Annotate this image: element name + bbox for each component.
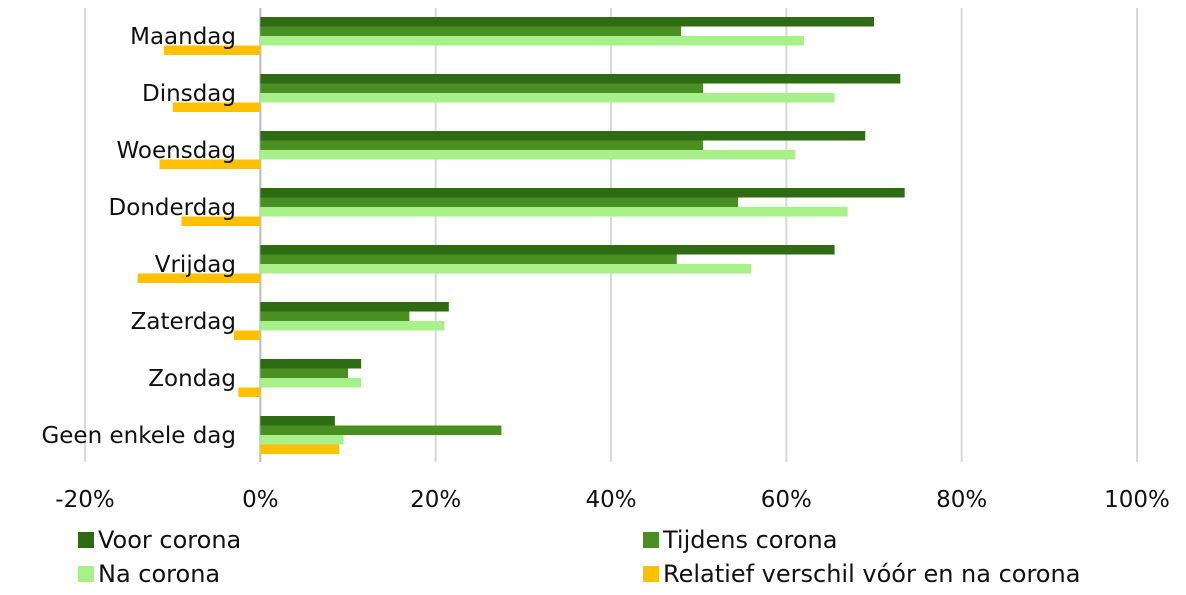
bar-tijdens-corona-donderdag	[260, 197, 739, 207]
bar-relatief-verschil-v-r-en-na-corona-maandag	[163, 45, 261, 55]
bar-voor-corona-vrijdag	[260, 245, 835, 255]
bar-tijdens-corona-woensdag	[260, 140, 704, 150]
x-tick-label: 60%	[761, 487, 812, 513]
bar-voor-corona-maandag	[260, 17, 874, 27]
legend-swatch	[78, 532, 94, 548]
bar-tijdens-corona-vrijdag	[260, 254, 677, 264]
bar-na-corona-donderdag	[260, 207, 848, 217]
category-label: Geen enkele dag	[41, 423, 236, 449]
bar-relatief-verschil-v-r-en-na-corona-zaterdag	[234, 330, 261, 340]
legend-swatch	[643, 532, 659, 548]
bar-na-corona-geen-enkele-dag	[260, 435, 344, 445]
x-tick-labels: -20% 0% 20% 40% 60% 80% 100%	[55, 487, 1170, 513]
x-tick-label: 100%	[1104, 487, 1170, 513]
bar-voor-corona-dinsdag	[260, 74, 901, 84]
category-label: Zondag	[148, 366, 236, 392]
bar-voor-corona-zaterdag	[260, 302, 449, 312]
bar-voor-corona-geen-enkele-dag	[260, 416, 335, 426]
legend-label: Relatief verschil vóór en na corona	[663, 560, 1080, 588]
x-tick-label: 40%	[585, 487, 636, 513]
category-label: Dinsdag	[142, 81, 236, 107]
bar-na-corona-maandag	[260, 36, 804, 46]
bar-na-corona-zondag	[260, 378, 362, 388]
bar-tijdens-corona-geen-enkele-dag	[260, 425, 502, 435]
category-label: Donderdag	[109, 195, 236, 221]
bar-voor-corona-zondag	[260, 359, 362, 369]
bar-relatief-verschil-v-r-en-na-corona-dinsdag	[172, 102, 261, 112]
legend-label: Tijdens corona	[662, 526, 837, 554]
bar-na-corona-vrijdag	[260, 264, 752, 274]
category-label: Vrijdag	[155, 252, 236, 278]
bar-relatief-verschil-v-r-en-na-corona-donderdag	[181, 216, 261, 226]
category-label: Maandag	[130, 24, 236, 50]
x-tick-label: 80%	[936, 487, 987, 513]
legend-swatch	[643, 566, 659, 582]
bar-na-corona-dinsdag	[260, 93, 835, 103]
bar-tijdens-corona-zondag	[260, 368, 348, 378]
category-labels: Maandag Dinsdag Woensdag Donderdag Vrijdag Za…	[41, 24, 236, 449]
bars	[137, 17, 905, 454]
legend-swatch	[78, 566, 94, 582]
x-tick-label: 0%	[242, 487, 279, 513]
x-tick-label: -20%	[55, 487, 114, 513]
bar-relatief-verschil-v-r-en-na-corona-vrijdag	[137, 273, 261, 283]
x-tick-label: 20%	[410, 487, 461, 513]
legend: Voor corona Tijdens corona Na corona Relati…	[78, 526, 1080, 588]
legend-label: Voor corona	[98, 526, 241, 554]
category-label: Woensdag	[117, 138, 236, 164]
bar-tijdens-corona-zaterdag	[260, 311, 410, 321]
bar-voor-corona-woensdag	[260, 131, 866, 141]
bar-relatief-verschil-v-r-en-na-corona-zondag	[238, 387, 261, 397]
bar-na-corona-zaterdag	[260, 321, 445, 331]
category-label: Zaterdag	[131, 309, 236, 335]
bar-na-corona-woensdag	[260, 150, 796, 160]
bar-relatief-verschil-v-r-en-na-corona-woensdag	[159, 159, 261, 169]
bar-tijdens-corona-maandag	[260, 26, 682, 36]
bar-relatief-verschil-v-r-en-na-corona-geen-enkele-dag	[260, 444, 340, 454]
bar-tijdens-corona-dinsdag	[260, 83, 704, 93]
bar-voor-corona-donderdag	[260, 188, 905, 198]
legend-label: Na corona	[98, 560, 220, 588]
